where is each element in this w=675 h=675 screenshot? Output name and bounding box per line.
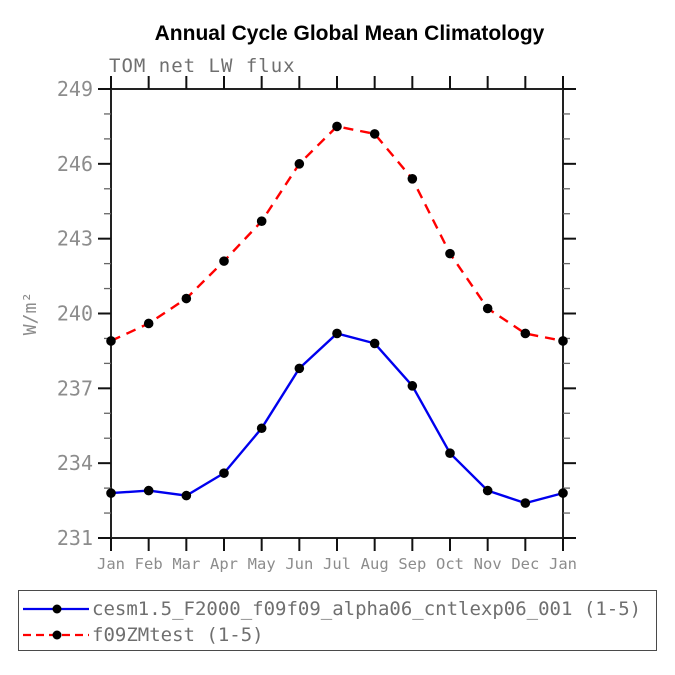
chart-subtitle: TOM net LW flux <box>109 55 296 77</box>
svg-text:Feb: Feb <box>135 555 163 573</box>
svg-text:W/m²: W/m² <box>20 292 41 335</box>
chart-legend: cesm1.5_F2000_f09f09_alpha06_cntlexp06_0… <box>18 590 657 651</box>
svg-text:Jan: Jan <box>97 555 125 573</box>
legend-item: cesm1.5_F2000_f09f09_alpha06_cntlexp06_0… <box>23 596 656 622</box>
svg-text:Oct: Oct <box>436 555 464 573</box>
legend-item-label: f09ZMtest (1-5) <box>92 624 264 646</box>
svg-text:Nov: Nov <box>474 555 502 573</box>
legend-line-sample <box>23 604 89 614</box>
svg-text:243: 243 <box>57 227 93 251</box>
legend-item: f09ZMtest (1-5) <box>23 622 656 648</box>
svg-text:Aug: Aug <box>361 555 389 573</box>
svg-text:234: 234 <box>57 451 93 475</box>
svg-text:237: 237 <box>57 376 93 400</box>
svg-text:246: 246 <box>57 152 93 176</box>
svg-text:249: 249 <box>57 77 93 101</box>
svg-text:Apr: Apr <box>210 555 238 573</box>
svg-text:Sep: Sep <box>398 555 426 573</box>
svg-text:Dec: Dec <box>511 555 539 573</box>
svg-text:231: 231 <box>57 526 93 550</box>
chart-title: Annual Cycle Global Mean Climatology <box>154 22 545 45</box>
svg-text:Jul: Jul <box>323 555 351 573</box>
legend-line-sample <box>23 630 89 640</box>
svg-text:Jan: Jan <box>549 555 577 573</box>
svg-text:May: May <box>248 555 276 573</box>
legend-item-label: cesm1.5_F2000_f09f09_alpha06_cntlexp06_0… <box>92 598 642 620</box>
svg-text:Jun: Jun <box>285 555 313 573</box>
svg-text:Mar: Mar <box>172 555 200 573</box>
svg-text:240: 240 <box>57 302 93 326</box>
